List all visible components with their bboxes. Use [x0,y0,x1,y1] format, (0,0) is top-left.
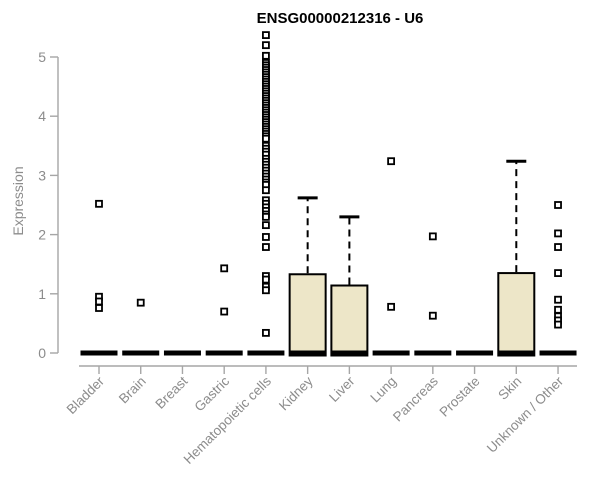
outlier-point-unknown-other [554,201,562,209]
outlier-point-unknown-other [554,243,562,251]
y-tick-label: 2 [38,227,46,243]
outlier-point-brain [136,298,145,307]
outlier-point-bladder [95,199,103,208]
x-tick-label-liver: Liver [326,373,358,405]
outlier-point-pancreas [428,311,437,320]
x-tick-label-bladder: Bladder [64,373,108,417]
outlier-point-hematopoietic-cells [262,221,270,230]
outlier-point-hematopoietic-cells [262,328,270,337]
outlier-point-hematopoietic-cells [262,233,270,241]
median-bar-prostate [456,350,494,356]
outlier-point-unknown-other [554,229,562,238]
outlier-point-bladder [95,297,103,306]
x-tick-label-brain: Brain [116,374,149,407]
outlier-point-pancreas [428,232,437,241]
median-bar-brain [122,350,160,356]
outlier-point-hematopoietic-cells [262,186,270,195]
outlier-point-hematopoietic-cells [262,212,270,221]
chart-title: ENSG00000212316 - U6 [256,10,424,27]
box-kidney [288,273,327,357]
x-tick-label-breast: Breast [152,373,190,411]
y-tick-label: 0 [38,345,46,361]
x-tick-label-kidney: Kidney [276,373,316,413]
outlier-point-unknown-other [554,269,562,277]
median-bar-lung [372,350,410,356]
outlier-point-hematopoietic-cells [262,31,270,39]
x-tick-label-gastric: Gastric [191,373,232,414]
x-tick-label-prostate: Prostate [437,374,483,420]
outlier-point-unknown-other [554,295,562,304]
y-tick-label: 1 [38,286,46,302]
median-bar-gastric [205,350,243,356]
outlier-point-hematopoietic-cells [262,243,270,251]
outlier-point-hematopoietic-cells [262,275,270,284]
y-tick-label: 5 [38,49,46,65]
median-bar-bladder [80,350,118,356]
x-tick-label-pancreas: Pancreas [390,373,441,424]
outlier-point-hematopoietic-cells [262,51,270,60]
outlier-point-gastric [220,307,229,316]
x-tick-label-unknown-other: Unknown / Other [484,373,567,456]
median-bar-unknown-other [539,350,577,356]
y-tick-label: 3 [38,167,46,183]
median-bar-hematopoietic-cells [247,350,285,356]
outlier-point-lung [387,302,396,311]
median-bar-kidney [289,350,327,356]
outlier-point-gastric [220,264,229,273]
outlier-point-hematopoietic-cells [262,134,270,143]
median-bar-pancreas [414,350,452,356]
outlier-point-hematopoietic-cells [262,41,270,50]
outlier-point-unknown-other [554,305,562,314]
median-bar-liver [330,350,368,356]
outlier-point-hematopoietic-cells [262,286,270,295]
box-liver [330,284,369,357]
x-tick-label-skin: Skin [495,374,524,403]
median-bar-skin [497,350,535,356]
outlier-point-lung [387,157,396,166]
box-skin [497,272,536,357]
outlier-point-bladder [95,304,103,312]
median-bar-breast [163,350,201,356]
y-tick-label: 4 [38,108,46,124]
outlier-point-unknown-other [554,320,562,329]
x-tick-label-lung: Lung [367,374,399,406]
